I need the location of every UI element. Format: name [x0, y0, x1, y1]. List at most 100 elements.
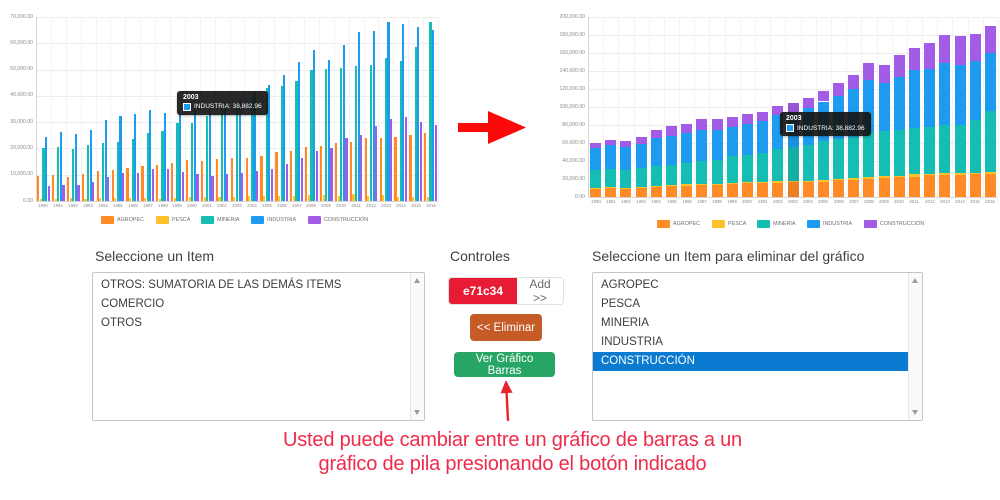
bar[interactable]: [72, 148, 75, 201]
bar[interactable]: [954, 173, 966, 175]
bar[interactable]: [741, 123, 753, 155]
bar[interactable]: [772, 115, 784, 149]
bar[interactable]: [92, 182, 95, 201]
bar[interactable]: [605, 139, 617, 146]
bar[interactable]: [166, 168, 169, 201]
bar[interactable]: [253, 91, 256, 201]
bar[interactable]: [369, 64, 373, 201]
bar[interactable]: [280, 85, 283, 201]
list-item[interactable]: OTROS: [101, 317, 142, 329]
bar[interactable]: [69, 198, 72, 201]
bar[interactable]: [87, 144, 90, 201]
bar[interactable]: [320, 146, 323, 201]
bar[interactable]: [590, 188, 602, 197]
bar[interactable]: [878, 176, 890, 179]
bar[interactable]: [726, 183, 738, 197]
legend-item[interactable]: MINERIA: [201, 216, 242, 224]
bar[interactable]: [325, 69, 328, 201]
bar[interactable]: [337, 196, 340, 201]
bar[interactable]: [833, 83, 845, 97]
legend-item[interactable]: AGROPEC: [656, 220, 703, 228]
list-item[interactable]: CONSTRUCCIÓN: [593, 352, 908, 371]
bar[interactable]: [969, 120, 981, 173]
bar[interactable]: [226, 173, 229, 201]
bar[interactable]: [188, 196, 191, 201]
bar[interactable]: [424, 133, 427, 201]
bar[interactable]: [711, 160, 723, 185]
bar[interactable]: [939, 175, 951, 197]
bar[interactable]: [878, 64, 890, 83]
bar[interactable]: [134, 114, 137, 201]
bar[interactable]: [434, 124, 437, 201]
bar[interactable]: [590, 147, 602, 170]
bar[interactable]: [307, 195, 310, 201]
bar[interactable]: [233, 197, 236, 201]
bar[interactable]: [757, 183, 769, 197]
bar[interactable]: [57, 147, 60, 201]
ver-grafico-barras-button[interactable]: Ver Gráfico Barras: [454, 352, 555, 377]
bar[interactable]: [711, 129, 723, 160]
bar[interactable]: [305, 147, 308, 201]
bar[interactable]: [84, 198, 87, 201]
bar[interactable]: [151, 168, 154, 201]
bar[interactable]: [939, 173, 951, 176]
bar[interactable]: [111, 169, 114, 201]
bar[interactable]: [924, 173, 936, 176]
bar[interactable]: [620, 187, 632, 189]
bar[interactable]: [757, 112, 769, 121]
bar[interactable]: [260, 156, 263, 201]
bar[interactable]: [101, 143, 105, 201]
bar[interactable]: [939, 63, 951, 125]
bar[interactable]: [772, 181, 784, 183]
bar[interactable]: [89, 130, 92, 201]
item-selector-listbox[interactable]: OTROS: SUMATORIA DE LAS DEMÁS ITEMS COMER…: [92, 272, 425, 421]
bar[interactable]: [59, 131, 63, 201]
bar[interactable]: [384, 58, 387, 201]
bar[interactable]: [787, 182, 799, 197]
bar[interactable]: [757, 181, 769, 184]
bar[interactable]: [248, 196, 251, 201]
bar[interactable]: [245, 158, 248, 201]
bar[interactable]: [158, 198, 162, 201]
bar[interactable]: [404, 117, 408, 201]
bar[interactable]: [590, 187, 602, 189]
bar[interactable]: [340, 67, 343, 201]
bar[interactable]: [238, 98, 241, 201]
legend-item[interactable]: CONSTRUCCIÓN: [864, 220, 929, 228]
bar[interactable]: [924, 43, 936, 69]
bar[interactable]: [235, 102, 239, 201]
bar[interactable]: [787, 180, 799, 183]
bar[interactable]: [787, 147, 799, 181]
bar[interactable]: [136, 173, 140, 201]
add-button[interactable]: Add >>: [517, 278, 563, 304]
bar[interactable]: [696, 160, 708, 184]
bar[interactable]: [772, 182, 784, 197]
bar[interactable]: [181, 171, 184, 201]
bar[interactable]: [787, 102, 799, 113]
bar[interactable]: [666, 186, 678, 197]
bar[interactable]: [635, 143, 647, 168]
legend-item[interactable]: PESCA: [155, 216, 192, 224]
bar[interactable]: [349, 141, 352, 201]
legend-item[interactable]: PESCA: [711, 220, 748, 228]
bar[interactable]: [681, 133, 693, 164]
bar[interactable]: [379, 137, 382, 201]
bar[interactable]: [146, 133, 149, 201]
legend-item[interactable]: AGROPEC: [100, 216, 147, 224]
bar[interactable]: [984, 172, 996, 174]
bar[interactable]: [129, 197, 132, 201]
bar[interactable]: [116, 141, 119, 201]
bar[interactable]: [176, 123, 179, 201]
bar[interactable]: [310, 70, 313, 201]
bar[interactable]: [149, 110, 152, 201]
bar[interactable]: [954, 64, 966, 126]
bar[interactable]: [620, 146, 632, 170]
bar[interactable]: [141, 166, 144, 201]
bar[interactable]: [200, 160, 204, 201]
bar[interactable]: [666, 165, 678, 186]
bar[interactable]: [364, 137, 367, 201]
scroll-up-icon[interactable]: [414, 278, 420, 283]
list-item[interactable]: COMERCIO: [101, 298, 165, 310]
bar[interactable]: [757, 152, 769, 182]
bar[interactable]: [345, 138, 348, 201]
